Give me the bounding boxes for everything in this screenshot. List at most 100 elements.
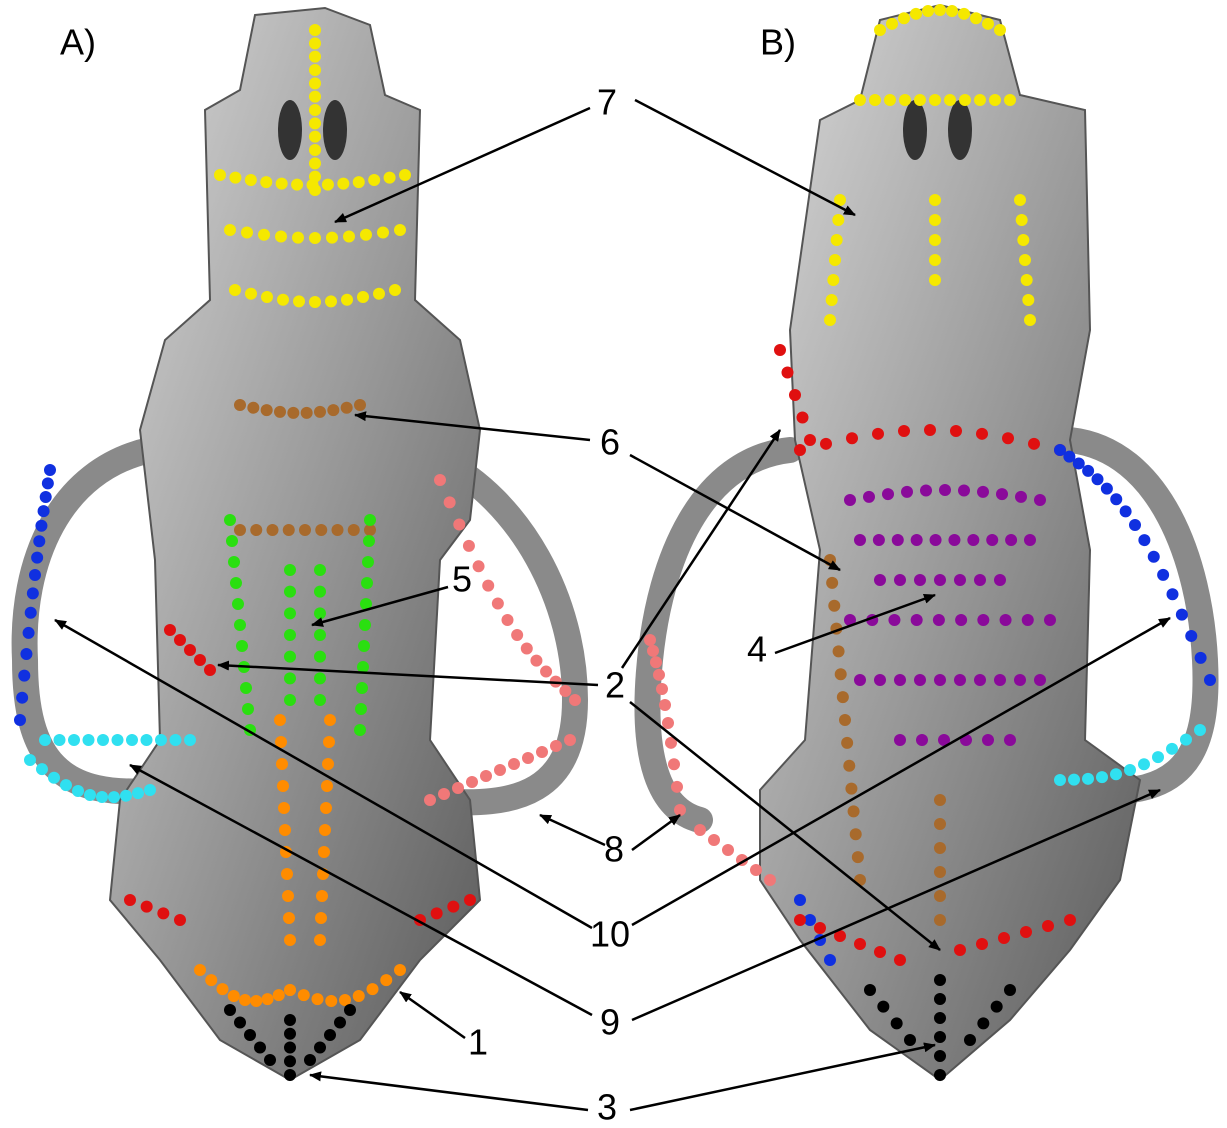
landmark — [1082, 773, 1094, 785]
landmark — [894, 674, 906, 686]
landmark — [797, 412, 809, 424]
landmark — [1044, 614, 1056, 626]
landmark — [284, 672, 296, 684]
landmark — [277, 780, 289, 792]
landmark — [314, 629, 326, 641]
landmark — [267, 524, 279, 536]
landmark — [1019, 254, 1031, 266]
landmark — [959, 94, 971, 106]
landmark — [229, 172, 241, 184]
landmark — [894, 574, 906, 586]
landmark — [344, 1004, 356, 1016]
landmark — [38, 505, 50, 517]
landmark — [559, 685, 571, 697]
landmark — [322, 758, 334, 770]
annotation: 3 — [597, 1087, 617, 1128]
landmark — [934, 674, 946, 686]
landmark — [314, 694, 326, 706]
landmark — [1129, 519, 1141, 531]
landmark — [989, 94, 1001, 106]
landmark — [144, 784, 156, 796]
landmark — [522, 752, 534, 764]
landmark — [321, 780, 333, 792]
landmark — [353, 176, 365, 188]
landmark — [261, 404, 273, 416]
landmark — [284, 607, 296, 619]
landmark — [888, 614, 900, 626]
landmark — [977, 486, 989, 498]
landmark — [970, 12, 982, 24]
landmark — [750, 864, 762, 876]
landmark — [155, 734, 167, 746]
landmark — [854, 674, 866, 686]
annotation: 2 — [605, 665, 625, 706]
landmark — [126, 734, 138, 746]
landmark — [245, 174, 257, 186]
landmark — [96, 791, 108, 803]
landmark — [194, 964, 206, 976]
landmark — [492, 598, 504, 610]
landmark — [934, 818, 946, 830]
landmark — [307, 179, 319, 191]
landmark — [361, 577, 373, 589]
landmark — [384, 172, 396, 184]
landmark — [281, 868, 293, 880]
landmark — [309, 77, 321, 89]
landmark — [36, 763, 48, 775]
landmark — [287, 407, 299, 419]
landmark — [314, 651, 326, 663]
landmark — [974, 94, 986, 106]
landmark — [1022, 614, 1034, 626]
landmark — [794, 914, 806, 926]
landmark — [363, 535, 375, 547]
landmark — [325, 295, 337, 307]
landmark — [33, 535, 45, 547]
landmark — [274, 714, 286, 726]
landmark — [282, 890, 294, 902]
landmark — [314, 1042, 326, 1054]
landmark — [882, 488, 894, 500]
landmark — [284, 629, 296, 641]
landmark — [929, 254, 941, 266]
landmark — [914, 574, 926, 586]
landmark — [239, 994, 251, 1006]
landmark — [229, 284, 241, 296]
arrow — [630, 1045, 935, 1110]
landmark — [1138, 758, 1150, 770]
landmark — [991, 1001, 1003, 1013]
landmark — [283, 524, 295, 536]
landmark — [502, 614, 514, 626]
landmark — [1034, 494, 1046, 506]
landmark — [174, 634, 186, 646]
annotation: 5 — [452, 559, 472, 600]
landmark — [1167, 588, 1179, 600]
landmark — [916, 734, 928, 746]
landmark — [901, 486, 913, 498]
landmark — [217, 983, 229, 995]
landmark — [226, 535, 238, 547]
landmark — [1020, 926, 1032, 938]
landmark — [1110, 768, 1122, 780]
landmark — [299, 524, 311, 536]
landmark — [839, 714, 851, 726]
landmark — [258, 229, 270, 241]
landmark — [354, 724, 366, 736]
landmark — [934, 866, 946, 878]
landmark — [1016, 214, 1028, 226]
landmark — [976, 938, 988, 950]
landmark — [274, 406, 286, 418]
landmark — [1204, 674, 1216, 686]
landmark — [1034, 674, 1046, 686]
landmark — [242, 703, 254, 715]
landmark — [1194, 724, 1206, 736]
landmark — [97, 734, 109, 746]
landmark — [891, 1017, 903, 1029]
landmark — [934, 574, 946, 586]
landmark — [837, 691, 849, 703]
landmark — [848, 805, 860, 817]
landmark — [850, 828, 862, 840]
landmark — [309, 157, 321, 169]
landmark — [694, 824, 706, 836]
landmark — [84, 789, 96, 801]
landmark — [1004, 734, 1016, 746]
